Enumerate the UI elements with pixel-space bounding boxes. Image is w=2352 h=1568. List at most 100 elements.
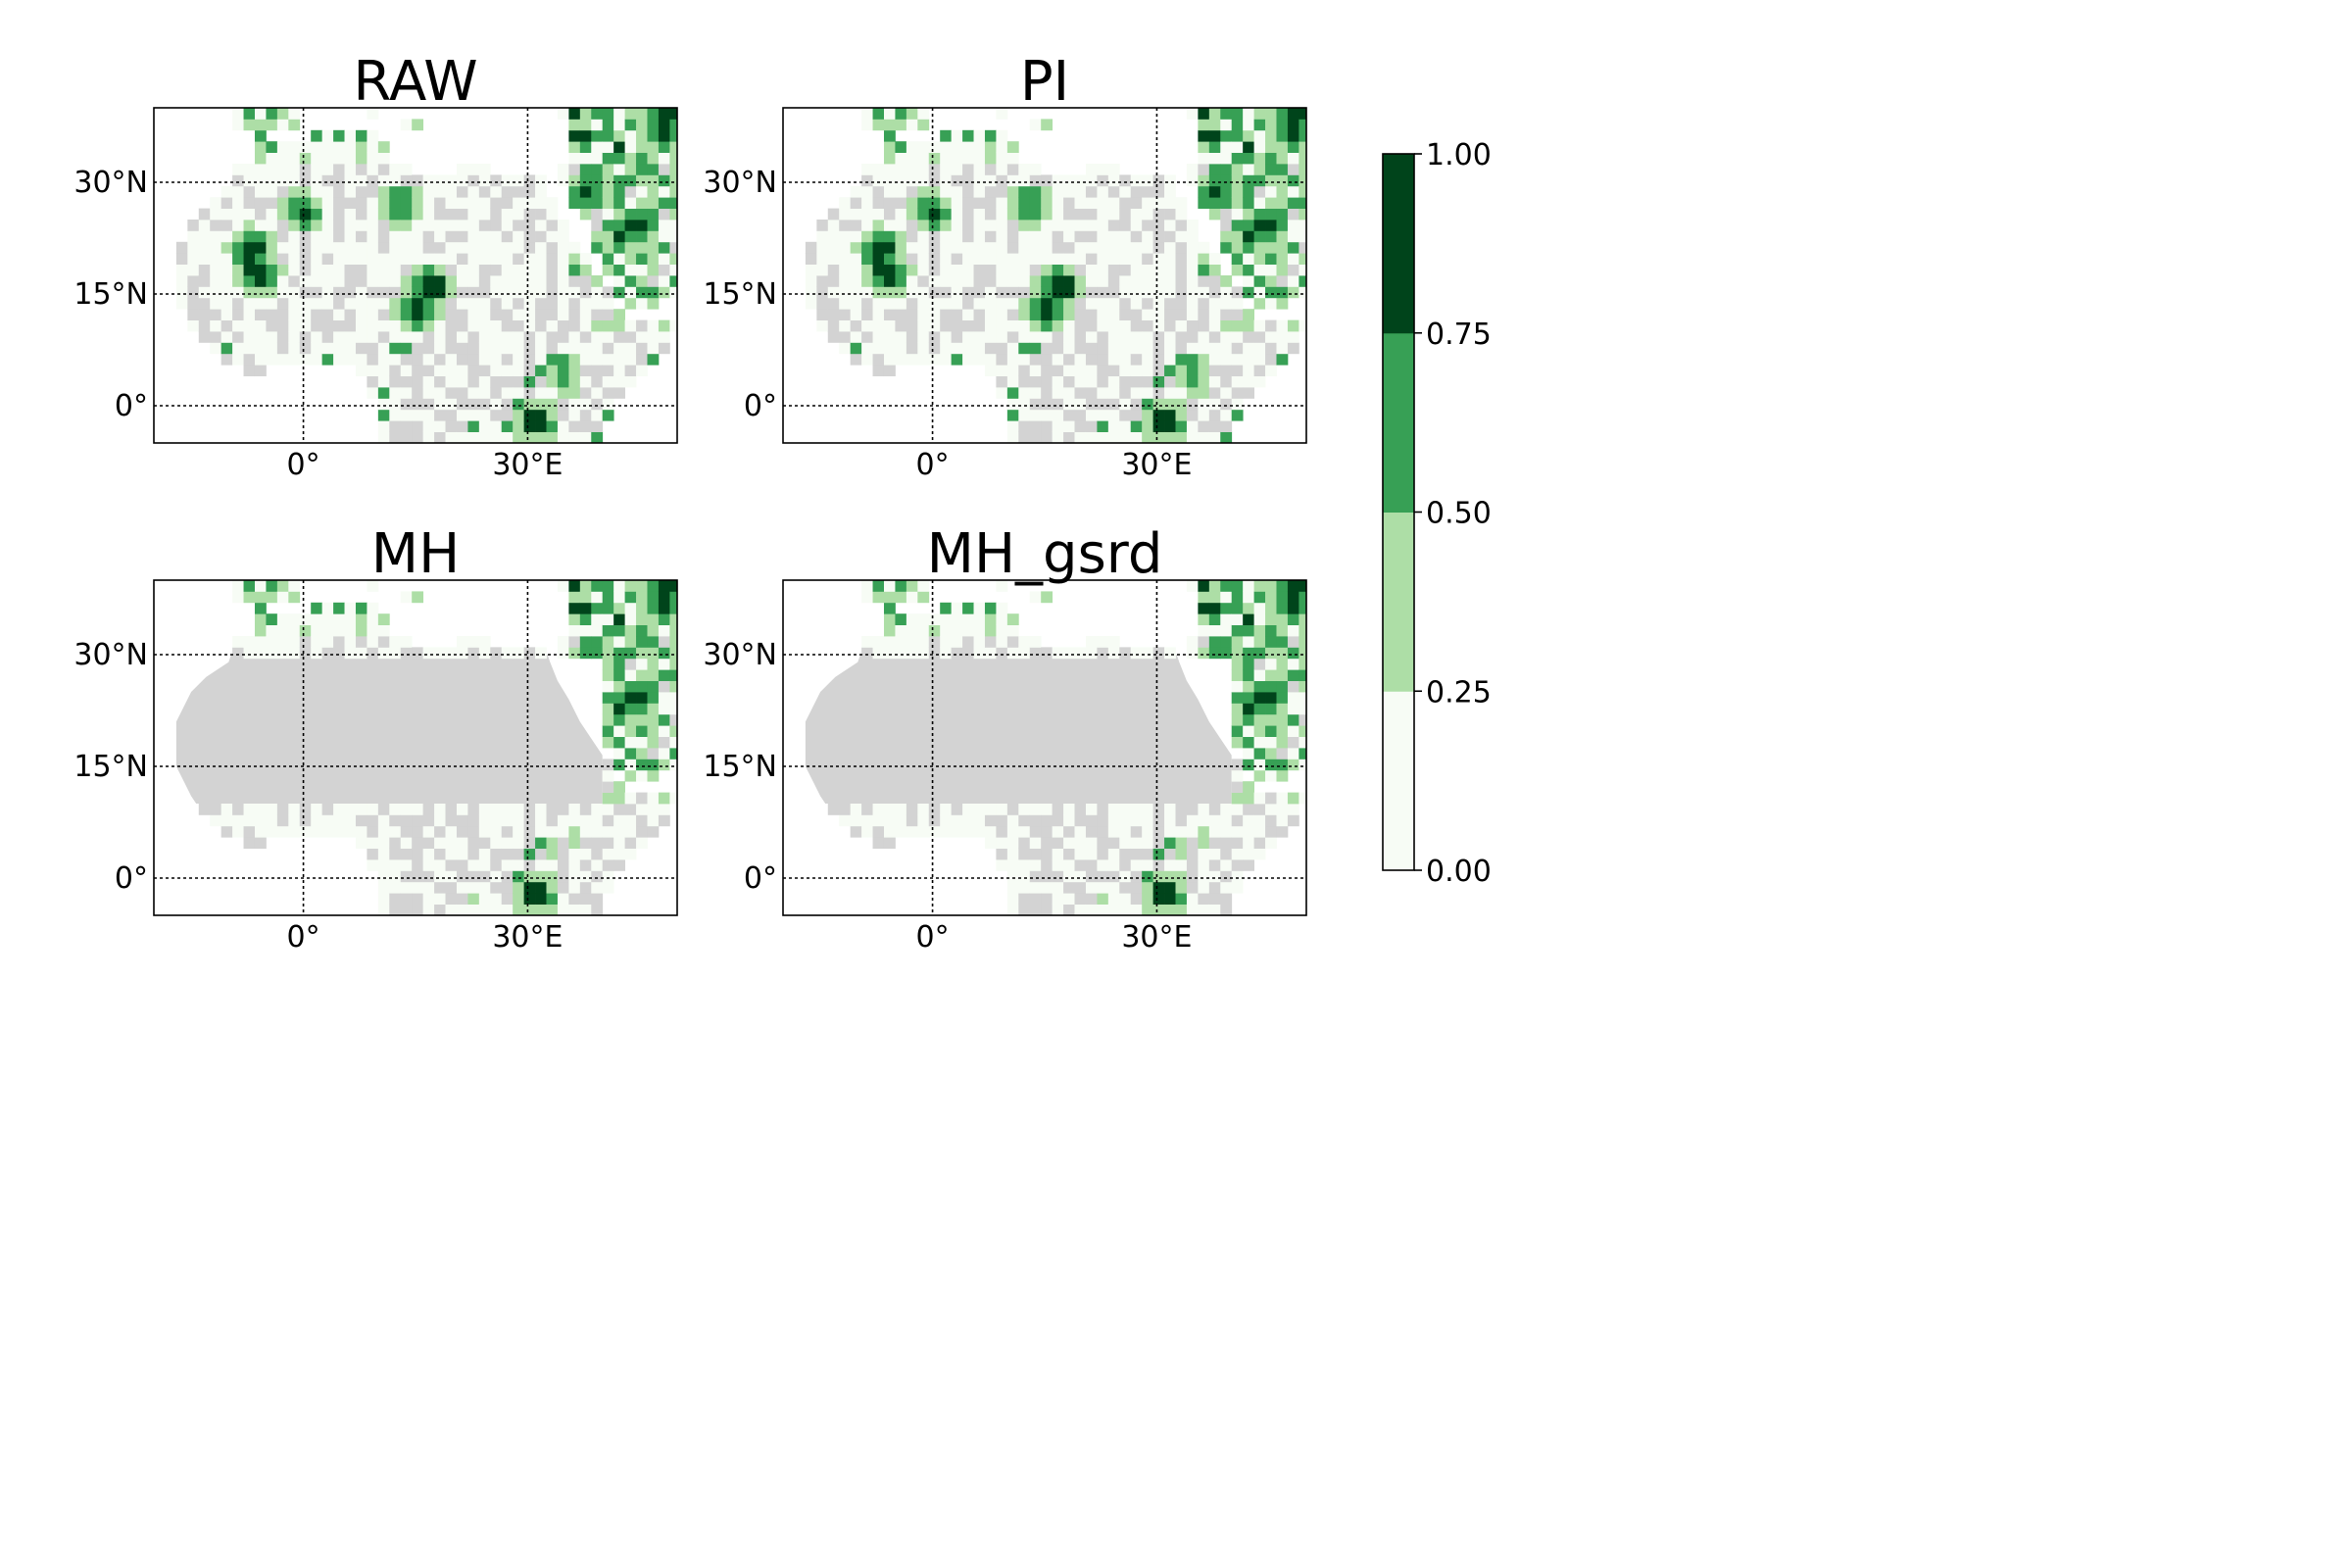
grid-cell	[816, 319, 829, 332]
grid-cell	[1085, 881, 1098, 894]
grid-cell	[311, 129, 323, 142]
grid-cell	[513, 409, 525, 421]
grid-cell	[1253, 365, 1266, 376]
grid-cell	[367, 241, 379, 254]
grid-cell	[367, 387, 379, 399]
grid-cell	[1265, 713, 1277, 726]
grid-cell	[996, 253, 1008, 265]
grid-cell	[1298, 692, 1306, 704]
grid-cell	[1220, 398, 1233, 411]
grid-cell	[1287, 725, 1299, 737]
grid-cell	[412, 230, 424, 243]
grid-cell	[1220, 893, 1233, 905]
grid-cell	[883, 174, 896, 187]
grid-cell	[1243, 713, 1254, 726]
grid-cell	[422, 814, 435, 827]
grid-cell	[850, 241, 862, 254]
grid-cell	[1186, 580, 1199, 592]
grid-cell	[1220, 275, 1233, 287]
grid-cell	[1175, 904, 1188, 915]
grid-cell	[501, 319, 514, 332]
grid-cell	[928, 185, 941, 198]
grid-cell	[400, 253, 413, 265]
panel-frame	[153, 107, 678, 444]
grid-cell	[288, 613, 301, 625]
grid-cell	[1276, 253, 1289, 265]
grid-cell	[579, 108, 592, 120]
grid-cell	[1152, 319, 1165, 332]
grid-cell	[1119, 859, 1132, 871]
grid-cell	[367, 220, 379, 231]
grid-cell	[861, 647, 873, 660]
grid-cell	[996, 241, 1008, 254]
grid-cell	[984, 319, 997, 332]
grid-cell	[1063, 253, 1075, 265]
grid-cell	[1006, 881, 1019, 894]
grid-cell	[658, 253, 670, 265]
grid-cell	[636, 825, 648, 838]
grid-cell	[872, 220, 885, 231]
grid-cell	[187, 253, 200, 265]
grid-cell	[1186, 297, 1199, 310]
grid-cell	[1298, 602, 1306, 614]
grid-cell	[962, 342, 974, 355]
grid-cell	[1208, 331, 1221, 343]
grid-cell	[1097, 881, 1109, 894]
grid-cell	[917, 241, 930, 254]
grid-cell	[906, 119, 918, 131]
grid-cell	[636, 725, 648, 737]
grid-cell	[579, 859, 592, 871]
grid-cell	[613, 197, 625, 209]
grid-cell	[1074, 804, 1087, 815]
grid-cell	[1074, 241, 1087, 254]
grid-cell	[872, 580, 885, 592]
grid-cell	[895, 636, 907, 648]
grid-cell	[232, 264, 244, 276]
grid-cell	[624, 230, 637, 243]
grid-cell	[1243, 814, 1254, 827]
grid-cell	[602, 669, 614, 681]
grid-cell	[1198, 636, 1210, 648]
grid-cell	[883, 580, 896, 592]
grid-cell	[602, 848, 614, 860]
grid-cell	[501, 365, 514, 376]
grid-cell	[1298, 230, 1306, 243]
grid-cell	[232, 220, 244, 231]
grid-cell	[523, 431, 536, 443]
grid-cell	[243, 837, 256, 849]
grid-cell	[1041, 119, 1054, 131]
grid-cell	[1287, 230, 1299, 243]
grid-cell	[546, 220, 559, 231]
grid-cell	[1097, 870, 1109, 883]
grid-cell	[928, 152, 941, 165]
grid-cell	[344, 825, 357, 838]
lat-tick-label: 0°	[744, 861, 777, 896]
grid-cell	[1276, 164, 1289, 175]
grid-cell	[1041, 208, 1054, 220]
grid-cell	[636, 591, 648, 604]
grid-cell	[535, 893, 547, 905]
grid-cell	[1175, 264, 1188, 276]
grid-cell	[1052, 342, 1064, 355]
grid-cell	[647, 814, 660, 827]
grid-cell	[669, 736, 677, 749]
grid-cell	[535, 230, 547, 243]
grid-cell	[367, 197, 379, 209]
grid-cell	[591, 331, 604, 343]
grid-cell	[1052, 365, 1064, 376]
grid-cell	[311, 141, 323, 153]
grid-cell	[355, 197, 368, 209]
grid-cell	[1085, 420, 1098, 432]
grid-cell	[928, 636, 941, 648]
grid-cell	[1276, 264, 1289, 276]
grid-cell	[669, 636, 677, 648]
grid-cell	[602, 837, 614, 849]
grid-cell	[850, 275, 862, 287]
grid-cell	[321, 342, 334, 355]
grid-cell	[355, 353, 368, 366]
grid-cell	[523, 253, 536, 265]
grid-cell	[299, 208, 312, 220]
grid-cell	[1006, 613, 1019, 625]
lon-tick-label: 30°E	[492, 448, 563, 482]
panel-title: RAW	[353, 50, 477, 114]
